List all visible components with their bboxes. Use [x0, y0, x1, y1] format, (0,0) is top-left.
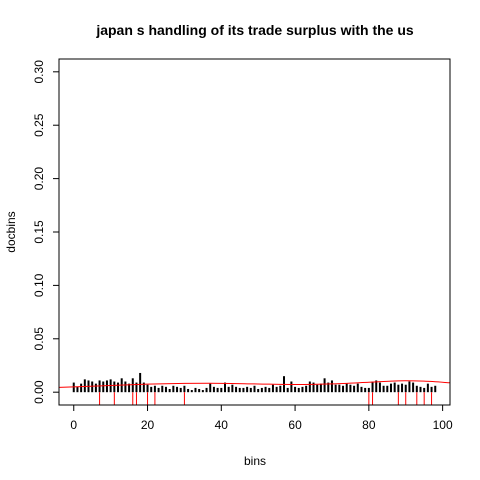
chart-title: japan s handling of its trade surplus wi… [95, 22, 414, 38]
y-tick-label: 0.25 [32, 113, 46, 137]
x-tick-label: 100 [433, 418, 453, 432]
plot-frame [58, 58, 451, 406]
x-axis: 0 20 40 60 80 100 [70, 405, 453, 432]
x-tick-label: 80 [362, 418, 376, 432]
y-tick-label: 0.15 [32, 220, 46, 244]
y-tick-label: 0.10 [32, 273, 46, 297]
y-axis: 0.00 0.05 0.10 0.15 0.20 0.25 0.30 [32, 60, 59, 404]
y-tick-label: 0.00 [32, 380, 46, 404]
plot-layer [59, 372, 450, 405]
y-tick-label: 0.20 [32, 167, 46, 191]
x-tick-label: 40 [215, 418, 229, 432]
density-curve [59, 380, 450, 388]
y-tick-label: 0.30 [32, 60, 46, 84]
y-tick-label: 0.05 [32, 327, 46, 351]
x-tick-label: 0 [70, 418, 77, 432]
y-axis-label: docbins [4, 211, 18, 252]
x-tick-label: 60 [288, 418, 302, 432]
x-tick-label: 20 [141, 418, 155, 432]
x-axis-label: bins [244, 454, 266, 468]
